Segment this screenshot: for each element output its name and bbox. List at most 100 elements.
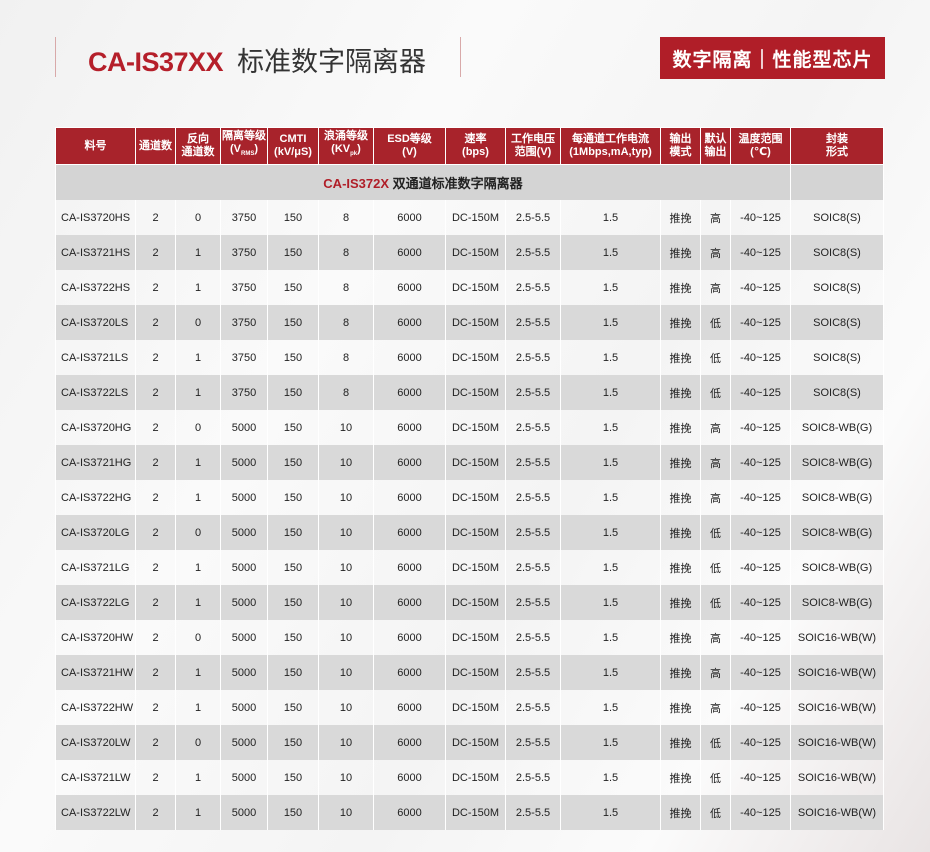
table-cell: 推挽 xyxy=(660,795,701,830)
table-cell: 150 xyxy=(267,515,319,550)
group-title: CA-IS372X 双通道标准数字隔离器 xyxy=(55,164,791,200)
table-cell: 高 xyxy=(700,690,731,725)
table-cell: 6000 xyxy=(373,795,446,830)
table-cell: 2.5-5.5 xyxy=(505,585,561,620)
table-cell: CA-IS3720LW xyxy=(55,725,136,760)
table-cell: 1 xyxy=(175,760,221,795)
table-cell: CA-IS3722LW xyxy=(55,795,136,830)
table-cell: 2.5-5.5 xyxy=(505,235,561,270)
category-tag: 数字隔离｜性能型芯片 xyxy=(660,37,885,79)
table-cell: CA-IS3721HG xyxy=(55,445,136,480)
table-cell: 0 xyxy=(175,725,221,760)
table-cell: SOIC8-WB(G) xyxy=(790,410,884,445)
table-cell: 0 xyxy=(175,410,221,445)
table-cell: 2 xyxy=(135,515,176,550)
table-cell: SOIC8-WB(G) xyxy=(790,550,884,585)
table-cell: 推挽 xyxy=(660,200,701,235)
table-cell: 1.5 xyxy=(560,200,661,235)
table-cell: 2 xyxy=(135,725,176,760)
table-cell: 高 xyxy=(700,655,731,690)
table-cell: 150 xyxy=(267,585,319,620)
table-cell: CA-IS3720HW xyxy=(55,620,136,655)
table-cell: 150 xyxy=(267,620,319,655)
table-cell: 2.5-5.5 xyxy=(505,655,561,690)
column-header: 通道数 xyxy=(135,127,176,165)
product-table: 料号 通道数 反向 通道数 隔离等级 (VRMS) CMTI (kV/μS) 浪涌等级 (KVpk… xyxy=(55,127,884,830)
table-cell: -40~125 xyxy=(730,445,791,480)
table-row: CA-IS3720HG 2 0 5000 150 10 6000 DC-150M 2.5-5.5… xyxy=(55,410,884,445)
table-cell: DC-150M xyxy=(445,690,506,725)
table-cell: DC-150M xyxy=(445,480,506,515)
table-cell: -40~125 xyxy=(730,795,791,830)
table-cell: 高 xyxy=(700,410,731,445)
table-cell: SOIC16-WB(W) xyxy=(790,620,884,655)
table-cell: 6000 xyxy=(373,585,446,620)
table-cell: DC-150M xyxy=(445,375,506,410)
table-cell: 2 xyxy=(135,550,176,585)
table-header: 料号 通道数 反向 通道数 隔离等级 (VRMS) CMTI (kV/μS) 浪涌等级 (KVpk… xyxy=(55,127,884,165)
table-row: CA-IS3722HW 2 1 5000 150 10 6000 DC-150M 2.5-5.5… xyxy=(55,690,884,725)
table-cell: 低 xyxy=(700,515,731,550)
table-cell: 2 xyxy=(135,410,176,445)
table-cell: 1.5 xyxy=(560,690,661,725)
table-cell: 150 xyxy=(267,760,319,795)
table-cell: 10 xyxy=(318,620,374,655)
table-cell: 10 xyxy=(318,690,374,725)
table-cell: 150 xyxy=(267,305,319,340)
table-cell: -40~125 xyxy=(730,410,791,445)
table-cell: 推挽 xyxy=(660,270,701,305)
table-cell: 5000 xyxy=(220,760,268,795)
table-cell: DC-150M xyxy=(445,585,506,620)
table-cell: 1 xyxy=(175,480,221,515)
table-cell: DC-150M xyxy=(445,760,506,795)
table-cell: 推挽 xyxy=(660,585,701,620)
table-cell: 高 xyxy=(700,480,731,515)
table-cell: SOIC16-WB(W) xyxy=(790,725,884,760)
table-cell: 1.5 xyxy=(560,375,661,410)
table-cell: 2.5-5.5 xyxy=(505,690,561,725)
table-cell: -40~125 xyxy=(730,340,791,375)
table-cell: 150 xyxy=(267,200,319,235)
table-cell: SOIC8(S) xyxy=(790,235,884,270)
table-cell: DC-150M xyxy=(445,655,506,690)
table-cell: -40~125 xyxy=(730,655,791,690)
group-empty-cell xyxy=(790,164,884,200)
table-cell: CA-IS3721HS xyxy=(55,235,136,270)
column-header: 温度范围 (℃) xyxy=(730,127,791,165)
column-header: ESD等级 (V) xyxy=(373,127,446,165)
table-cell: 150 xyxy=(267,410,319,445)
table-cell: 10 xyxy=(318,725,374,760)
table-cell: 2.5-5.5 xyxy=(505,760,561,795)
table-cell: SOIC8-WB(G) xyxy=(790,445,884,480)
table-cell: 2 xyxy=(135,340,176,375)
model-series: CA-IS37XX xyxy=(88,47,224,77)
table-cell: 推挽 xyxy=(660,620,701,655)
table-cell: 推挽 xyxy=(660,410,701,445)
table-row: CA-IS3722LS 2 1 3750 150 8 6000 DC-150M 2.5-5.5 1… xyxy=(55,375,884,410)
table-cell: 2.5-5.5 xyxy=(505,340,561,375)
table-cell: 3750 xyxy=(220,375,268,410)
table-cell: 高 xyxy=(700,270,731,305)
column-header: 输出 模式 xyxy=(660,127,701,165)
table-cell: SOIC8(S) xyxy=(790,200,884,235)
table-row: CA-IS3722LW 2 1 5000 150 10 6000 DC-150M 2.5-5.5… xyxy=(55,795,884,830)
table-cell: 6000 xyxy=(373,480,446,515)
table-cell: 10 xyxy=(318,585,374,620)
table-row: CA-IS3720LG 2 0 5000 150 10 6000 DC-150M 2.5-5.5… xyxy=(55,515,884,550)
table-cell: 1 xyxy=(175,795,221,830)
table-row: CA-IS3722HS 2 1 3750 150 8 6000 DC-150M 2.5-5.5 1… xyxy=(55,270,884,305)
table-cell: 2.5-5.5 xyxy=(505,410,561,445)
table-cell: -40~125 xyxy=(730,515,791,550)
table-cell: DC-150M xyxy=(445,200,506,235)
table-cell: 高 xyxy=(700,235,731,270)
table-cell: 1 xyxy=(175,375,221,410)
group-row: CA-IS372X 双通道标准数字隔离器 xyxy=(55,164,884,200)
table-cell: 6000 xyxy=(373,235,446,270)
table-cell: 推挽 xyxy=(660,690,701,725)
title-text: 标准数字隔离器 xyxy=(237,47,427,77)
table-cell: SOIC16-WB(W) xyxy=(790,795,884,830)
table-cell: 2 xyxy=(135,235,176,270)
table-cell: SOIC8-WB(G) xyxy=(790,480,884,515)
table-row: CA-IS3722HG 2 1 5000 150 10 6000 DC-150M 2.5-5.5… xyxy=(55,480,884,515)
table-cell: 2.5-5.5 xyxy=(505,725,561,760)
